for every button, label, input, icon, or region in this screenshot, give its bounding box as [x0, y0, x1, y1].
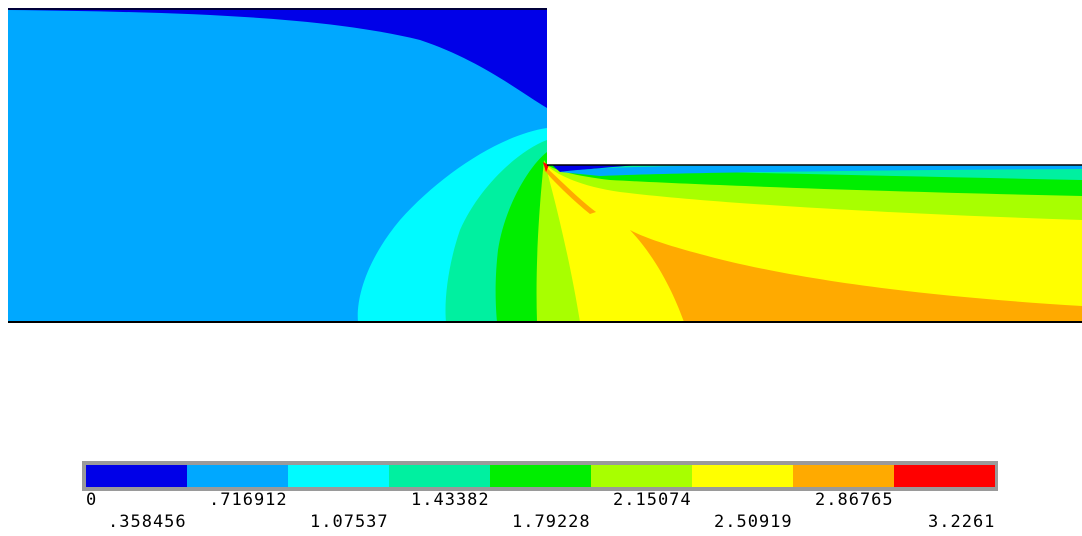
legend-label: .358456: [108, 512, 187, 532]
band-2.509: [630, 230, 1082, 322]
legend-label: 0: [86, 490, 98, 510]
band-0.358-lip: [560, 165, 1082, 176]
legend-swatch: [86, 465, 187, 487]
legend-label: 1.07537: [310, 512, 389, 532]
legend-label: .716912: [209, 490, 288, 510]
legend-label: 1.43382: [411, 490, 490, 510]
legend-swatch: [793, 465, 894, 487]
band-2.509-streak: [544, 168, 596, 214]
legend-label: 2.15074: [613, 490, 692, 510]
legend-swatch: [389, 465, 490, 487]
legend-swatch: [288, 465, 389, 487]
legend-label: 1.79228: [512, 512, 591, 532]
legend-label: 3.2261: [928, 512, 996, 532]
band-0: [8, 8, 547, 108]
legend-swatch: [894, 465, 995, 487]
legend-swatch: [187, 465, 288, 487]
legend-label: 2.50919: [714, 512, 793, 532]
legend-swatches: [86, 465, 995, 487]
legend-frame: [82, 461, 998, 491]
band-0-lip: [552, 165, 640, 172]
legend-swatch: [591, 465, 692, 487]
legend-swatch: [490, 465, 591, 487]
legend-swatch: [692, 465, 793, 487]
legend-label: 2.86765: [815, 490, 894, 510]
